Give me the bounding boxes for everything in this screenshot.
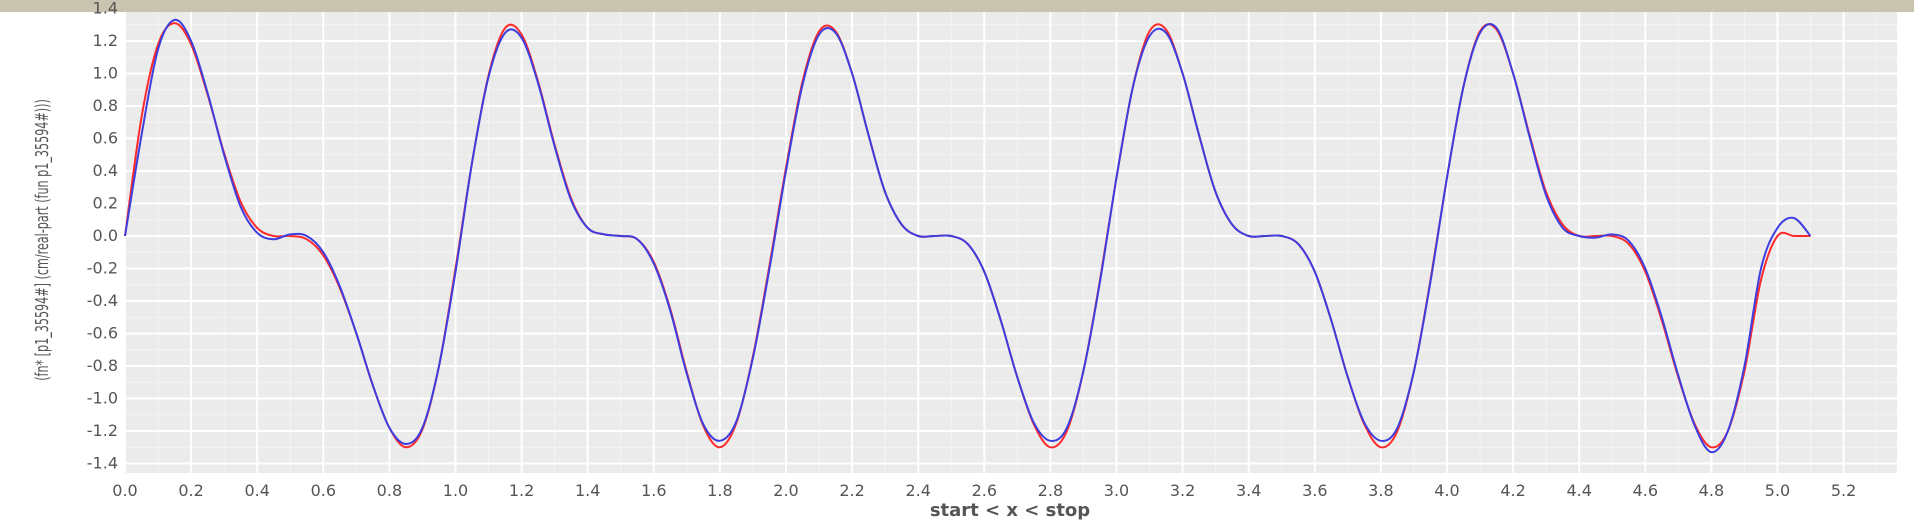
x-tick-label: 3.4: [1236, 481, 1261, 500]
y-axis-title: (fn* [p1_35594#] (cm/real-part (fun p1_3…: [31, 99, 54, 381]
x-tick-label: 1.0: [443, 481, 468, 500]
x-tick-label: 1.2: [509, 481, 534, 500]
x-tick-label: 1.4: [575, 481, 600, 500]
y-tick-label: -0.8: [87, 356, 118, 375]
x-tick-label: 0.2: [178, 481, 203, 500]
x-tick-label: 5.0: [1765, 481, 1790, 500]
x-tick-label: 3.8: [1368, 481, 1393, 500]
x-tick-label: 0.4: [244, 481, 269, 500]
x-tick-label: 2.0: [773, 481, 798, 500]
y-tick-label: 1.2: [93, 31, 118, 50]
x-tick-label: 2.4: [905, 481, 930, 500]
x-axis-ticks: 0.0 0.2 0.4 0.6 0.8 1.0 1.2 1.4 1.6 1.8 2.0 2.2 2.4 2…: [112, 481, 1856, 500]
x-tick-label: 2.2: [839, 481, 864, 500]
y-tick-label: 0.4: [93, 161, 118, 180]
series-line-2: [124, 18, 1812, 454]
x-tick-label: 5.2: [1831, 481, 1856, 500]
x-tick-label: 0.6: [311, 481, 336, 500]
x-tick-label: 4.0: [1434, 481, 1459, 500]
y-tick-label: 1.4: [93, 0, 118, 18]
x-tick-label: 3.0: [1104, 481, 1129, 500]
y-tick-label: -0.2: [87, 259, 118, 278]
plot-panel: [125, 12, 1897, 473]
x-tick-label: 2.6: [972, 481, 997, 500]
y-tick-label: 0.8: [93, 96, 118, 115]
y-tick-label: 1.0: [93, 64, 118, 83]
x-tick-label: 4.6: [1633, 481, 1658, 500]
x-tick-label: 4.4: [1566, 481, 1591, 500]
x-tick-label: 0.0: [112, 481, 137, 500]
y-tick-label: 0.0: [93, 226, 118, 245]
header-band: [0, 0, 1914, 12]
x-axis-title: start < x < stop: [930, 500, 1090, 521]
y-tick-label: -0.6: [87, 324, 118, 343]
x-tick-label: 4.2: [1500, 481, 1525, 500]
y-tick-label: -1.0: [87, 389, 118, 408]
grid: [124, 12, 1897, 473]
x-tick-label: 2.8: [1038, 481, 1063, 500]
x-tick-label: 1.6: [641, 481, 666, 500]
y-tick-label: 0.6: [93, 129, 118, 148]
y-axis-ticks: 1.4 1.2 1.0 0.8 0.6 0.4 0.2 0.0 -0.2 -0.4 -0.6 -0.8…: [87, 0, 118, 473]
y-tick-label: -0.4: [87, 291, 118, 310]
y-tick-label: -1.4: [87, 454, 118, 473]
x-tick-label: 1.8: [707, 481, 732, 500]
x-tick-label: 0.8: [377, 481, 402, 500]
x-tick-label: 4.8: [1699, 481, 1724, 500]
y-tick-label: -1.2: [87, 421, 118, 440]
series-layer: [124, 18, 1812, 454]
y-tick-label: 0.2: [93, 194, 118, 213]
x-tick-label: 3.2: [1170, 481, 1195, 500]
x-tick-label: 3.6: [1302, 481, 1327, 500]
